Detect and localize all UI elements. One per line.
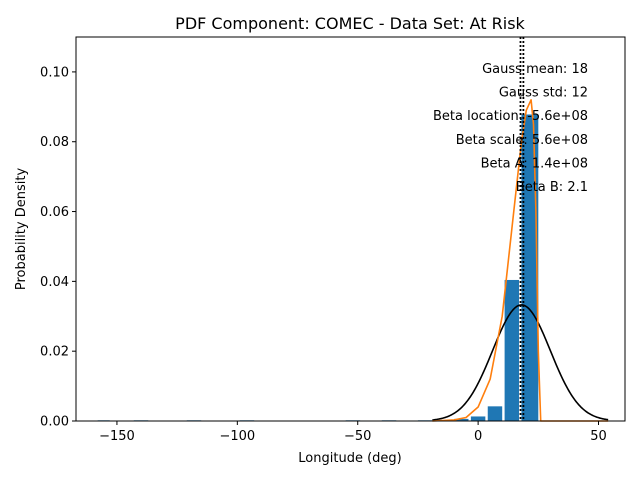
x-tick-label: −150 [99,429,135,444]
y-tick-label: 0.06 [40,205,69,220]
plot-area: −150 −100 −50 0 50 0.00 0.02 0.04 0.06 0.08 0.10 Ga… [40,36,626,444]
histogram-bar-8 [470,416,486,421]
fit-annotation: Gauss std: 12 [499,86,588,101]
fit-annotation: Beta B: 2.1 [516,180,588,195]
histogram-bar-9 [487,406,503,421]
x-tick-label: −50 [344,429,371,444]
y-tick-label: 0.08 [40,135,69,150]
fit-annotation: Beta scale: 5.6e+08 [456,133,588,148]
y-tick-label: 0.10 [40,65,69,80]
histogram-bar-11 [521,114,539,422]
y-tick-label: 0.02 [40,345,69,360]
histogram-bar-7 [454,418,469,421]
chart-title: PDF Component: COMEC - Data Set: At Risk [175,14,525,33]
x-axis-label: Longitude (deg) [298,451,401,466]
x-tick-label: 50 [590,429,607,444]
x-tick-label: 0 [474,429,482,444]
y-tick-label: 0.00 [40,415,69,430]
x-tick-label: −100 [219,429,255,444]
fit-annotation: Gauss mean: 18 [482,62,588,77]
y-axis-label: Probability Density [14,168,29,291]
fit-annotation: Beta A: 1.4e+08 [481,156,588,171]
histogram-bar-10 [504,279,520,421]
y-tick-label: 0.04 [40,275,69,290]
fit-annotation: Beta location: -5.6e+08 [433,109,588,124]
plot-frame [75,36,626,422]
